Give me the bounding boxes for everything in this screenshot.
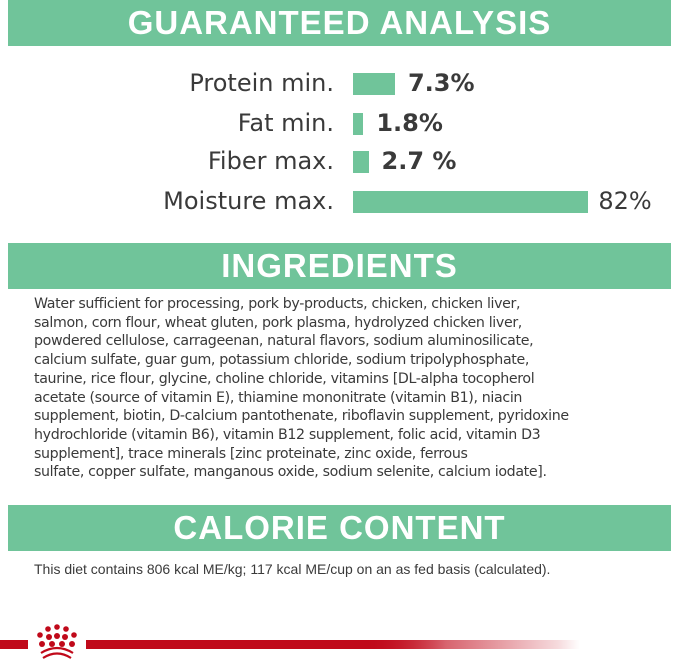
ingredients-line: supplement, biotin, D-calcium pantothena… <box>34 408 569 425</box>
ingredients-text: Water sufficient for processing, pork by… <box>34 295 569 482</box>
ingredients-line: acetate (source of vitamin E), thiamine … <box>34 389 523 406</box>
ingredients-line: powdered cellulose, carrageenan, natural… <box>34 333 534 350</box>
analysis-row: Protein min. 7.3% <box>0 67 679 99</box>
analysis-bar <box>353 191 589 213</box>
analysis-label: Fiber max. <box>207 147 334 175</box>
ingredients-header: INGREDIENTS <box>8 243 671 289</box>
ingredients-line: Water sufficient for processing, pork by… <box>34 296 521 312</box>
brand-line-left <box>0 640 28 649</box>
calorie-text: This diet contains 806 kcal ME/kg; 117 k… <box>34 561 551 577</box>
analysis-value: 7.3% <box>407 69 475 97</box>
analysis-value: 1.8% <box>376 109 443 137</box>
analysis-row: Moisture max. 82% <box>0 185 679 217</box>
ingredients-line: calcium sulfate, guar gum, potassium chl… <box>34 352 530 369</box>
analysis-row: Fiber max. 2.7 % <box>0 145 679 177</box>
analysis-bar <box>353 73 395 95</box>
ingredients-line: salmon, corn flour, wheat gluten, pork p… <box>34 314 522 331</box>
analysis-bar <box>353 113 364 135</box>
analysis-bar <box>353 151 369 173</box>
ingredients-line: taurine, rice flour, glycine, choline ch… <box>34 370 535 387</box>
brand-line-fade <box>360 640 580 649</box>
brand-line-right <box>86 640 446 649</box>
ingredients-line: supplement], trace minerals [zinc protei… <box>34 445 468 462</box>
analysis-row: Fat min. 1.8% <box>0 107 679 139</box>
ingredients-line: sulfate, copper sulfate, manganous oxide… <box>34 464 547 481</box>
guaranteed-analysis-header: GUARANTEED ANALYSIS <box>8 0 671 46</box>
analysis-value: 82% <box>598 187 652 215</box>
analysis-label: Protein min. <box>189 69 334 97</box>
ingredients-line: hydrochloride (vitamin B6), vitamin B12 … <box>34 426 541 443</box>
analysis-label: Fat min. <box>237 109 334 137</box>
analysis-label: Moisture max. <box>163 187 334 215</box>
analysis-value: 2.7 % <box>381 147 457 175</box>
calorie-content-header: CALORIE CONTENT <box>8 505 671 551</box>
crown-logo-icon <box>37 624 77 659</box>
